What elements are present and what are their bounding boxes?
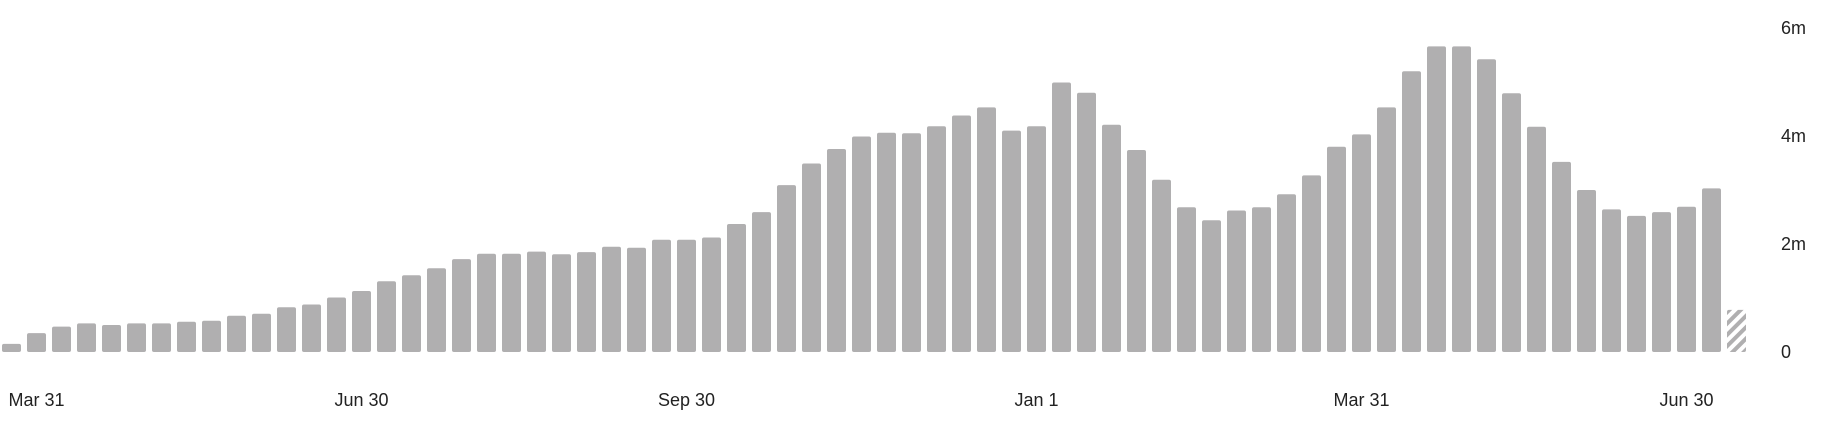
bar[interactable]: [252, 313, 271, 352]
bar-partial[interactable]: [1727, 309, 1746, 352]
bar[interactable]: [102, 325, 121, 352]
bar[interactable]: [1602, 209, 1621, 352]
bar[interactable]: [827, 149, 846, 352]
bar[interactable]: [52, 326, 71, 352]
bar[interactable]: [977, 107, 996, 353]
bar[interactable]: [1002, 130, 1021, 352]
y-tick-label: 4m: [1781, 126, 1806, 146]
bar[interactable]: [1552, 161, 1571, 352]
bar[interactable]: [302, 304, 321, 353]
bar[interactable]: [1227, 210, 1246, 353]
bar[interactable]: [327, 297, 346, 353]
bar[interactable]: [1102, 124, 1121, 352]
bar[interactable]: [452, 259, 471, 352]
bar[interactable]: [1027, 126, 1046, 352]
bar[interactable]: [277, 307, 296, 352]
bar[interactable]: [227, 315, 246, 352]
bar[interactable]: [177, 321, 196, 352]
bar[interactable]: [702, 237, 721, 353]
bar[interactable]: [1427, 46, 1446, 353]
bar[interactable]: [502, 253, 521, 352]
bar[interactable]: [1052, 82, 1071, 353]
y-tick-label: 6m: [1781, 18, 1806, 38]
bar[interactable]: [752, 212, 771, 352]
bar[interactable]: [427, 268, 446, 352]
x-tick-label: Mar 31: [1333, 390, 1389, 410]
bars-group: [2, 46, 1746, 353]
bar[interactable]: [1127, 150, 1146, 352]
bar[interactable]: [352, 291, 371, 352]
bar[interactable]: [1527, 126, 1546, 352]
bar[interactable]: [727, 224, 746, 352]
x-tick-label: Jan 1: [1014, 390, 1058, 410]
bar[interactable]: [1577, 190, 1596, 352]
bar[interactable]: [77, 323, 96, 352]
bar[interactable]: [802, 163, 821, 353]
bar[interactable]: [1677, 206, 1696, 352]
bar[interactable]: [1277, 194, 1296, 352]
bar[interactable]: [777, 185, 796, 352]
bar[interactable]: [527, 251, 546, 352]
bar[interactable]: [1502, 93, 1521, 353]
bar[interactable]: [602, 246, 621, 352]
bar[interactable]: [1302, 175, 1321, 352]
bar[interactable]: [1202, 220, 1221, 352]
bar[interactable]: [402, 275, 421, 352]
y-axis-labels: 0 2m 4m 6m: [1781, 18, 1806, 362]
y-tick-label: 2m: [1781, 234, 1806, 254]
bar[interactable]: [677, 239, 696, 352]
bar[interactable]: [902, 133, 921, 352]
bar[interactable]: [1402, 71, 1421, 352]
bar[interactable]: [927, 126, 946, 352]
y-tick-label: 0: [1781, 342, 1791, 362]
bar[interactable]: [477, 253, 496, 352]
bar[interactable]: [1177, 207, 1196, 352]
bar[interactable]: [202, 320, 221, 352]
bar[interactable]: [1327, 146, 1346, 352]
bar[interactable]: [127, 323, 146, 352]
bar[interactable]: [577, 252, 596, 352]
bar[interactable]: [552, 254, 571, 352]
bar[interactable]: [1652, 212, 1671, 352]
bar[interactable]: [627, 247, 646, 352]
bar[interactable]: [1377, 107, 1396, 353]
x-tick-label: Sep 30: [658, 390, 715, 410]
bar[interactable]: [377, 281, 396, 352]
x-axis-labels: Mar 31 Jun 30 Sep 30 Jan 1 Mar 31 Jun 30: [8, 390, 1713, 410]
bar[interactable]: [1452, 46, 1471, 353]
bar[interactable]: [1477, 59, 1496, 353]
bar[interactable]: [877, 132, 896, 352]
bar[interactable]: [1627, 215, 1646, 352]
bar[interactable]: [652, 239, 671, 352]
bar[interactable]: [952, 115, 971, 353]
x-tick-label: Mar 31: [8, 390, 64, 410]
bar[interactable]: [1352, 134, 1371, 352]
bar[interactable]: [1702, 188, 1721, 352]
bar[interactable]: [1252, 207, 1271, 352]
bar[interactable]: [852, 136, 871, 353]
bar[interactable]: [2, 343, 21, 352]
bar[interactable]: [1077, 92, 1096, 353]
x-tick-label: Jun 30: [334, 390, 388, 410]
x-tick-label: Jun 30: [1659, 390, 1713, 410]
bar[interactable]: [152, 323, 171, 352]
bar[interactable]: [27, 333, 46, 352]
bar[interactable]: [1152, 179, 1171, 352]
